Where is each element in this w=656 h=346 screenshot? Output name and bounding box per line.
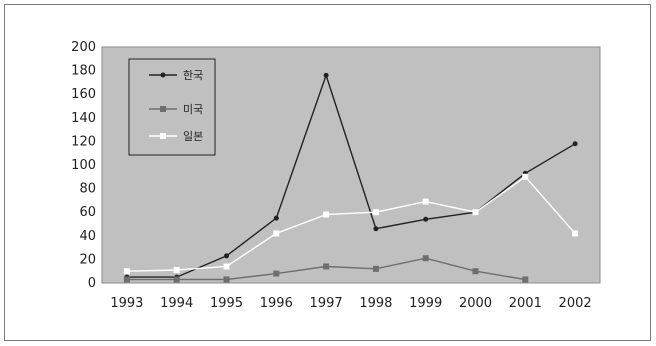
data-point-korea	[572, 141, 578, 147]
y-tick-label: 20	[79, 252, 96, 267]
data-point-usa	[422, 255, 429, 262]
legend-label-japan: 일본	[183, 129, 203, 143]
legend-label-usa: 미국	[183, 103, 203, 116]
x-tick-label: 2000	[459, 296, 492, 311]
y-tick-label: 60	[79, 205, 96, 220]
series-layer	[123, 72, 579, 283]
y-tick-label: 0	[88, 276, 96, 291]
x-tick-label: 1994	[160, 296, 193, 311]
y-tick-label: 200	[71, 40, 96, 55]
data-point-usa	[323, 263, 330, 270]
series-line-korea	[126, 73, 576, 278]
data-point-japan	[223, 263, 230, 270]
x-tick-label: 1999	[409, 296, 442, 311]
data-point-usa	[123, 276, 130, 283]
legend-marker-japan	[160, 133, 166, 139]
y-tick-label: 120	[71, 134, 96, 149]
data-point-usa	[173, 276, 180, 283]
legend: 한국 미국 일본	[128, 58, 216, 156]
data-point-usa	[223, 276, 230, 283]
chart-frame: 0 20 40 60 80 100 120 140 160 180 200 1993 1994 1995…	[4, 4, 651, 341]
series-line-japan	[126, 175, 576, 272]
data-point-japan	[123, 268, 130, 275]
data-point-japan	[422, 198, 429, 205]
data-point-japan	[572, 230, 579, 237]
data-point-japan	[472, 209, 479, 216]
y-tick-label: 160	[71, 87, 96, 102]
data-point-japan	[522, 173, 529, 180]
x-tick-label: 1995	[210, 296, 243, 311]
x-axis-ticks: 1993 1994 1995 1996 1997 1998 1999 2000 2001 2002	[110, 296, 591, 311]
y-tick-label: 80	[79, 182, 96, 197]
data-point-japan	[273, 230, 280, 237]
y-tick-label: 140	[71, 111, 96, 126]
x-tick-label: 2001	[509, 296, 542, 311]
data-point-japan	[323, 211, 330, 218]
legend-marker-korea	[160, 72, 166, 78]
data-point-usa	[522, 276, 529, 283]
x-tick-label: 1993	[110, 296, 143, 311]
y-axis-ticks: 0 20 40 60 80 100 120 140 160 180 200	[71, 40, 96, 291]
data-point-japan	[173, 267, 180, 274]
legend-marker-usa	[160, 106, 166, 112]
data-point-japan	[372, 209, 379, 216]
x-tick-label: 1998	[359, 296, 392, 311]
data-point-usa	[273, 270, 280, 277]
x-tick-label: 2002	[559, 296, 592, 311]
y-tick-label: 40	[79, 229, 96, 244]
x-tick-label: 1997	[310, 296, 343, 311]
legend-label-korea: 한국	[183, 69, 203, 82]
data-point-korea	[373, 226, 379, 232]
data-point-korea	[323, 72, 329, 78]
y-tick-label: 100	[71, 158, 96, 173]
data-point-usa	[472, 268, 479, 275]
data-point-korea	[224, 253, 229, 259]
x-tick-label: 1996	[260, 296, 293, 311]
data-point-korea	[273, 215, 279, 221]
data-point-korea	[423, 216, 429, 222]
y-tick-label: 180	[71, 64, 96, 79]
data-point-usa	[372, 265, 379, 272]
line-chart: 0 20 40 60 80 100 120 140 160 180 200 1993 1994 1995…	[71, 40, 601, 311]
